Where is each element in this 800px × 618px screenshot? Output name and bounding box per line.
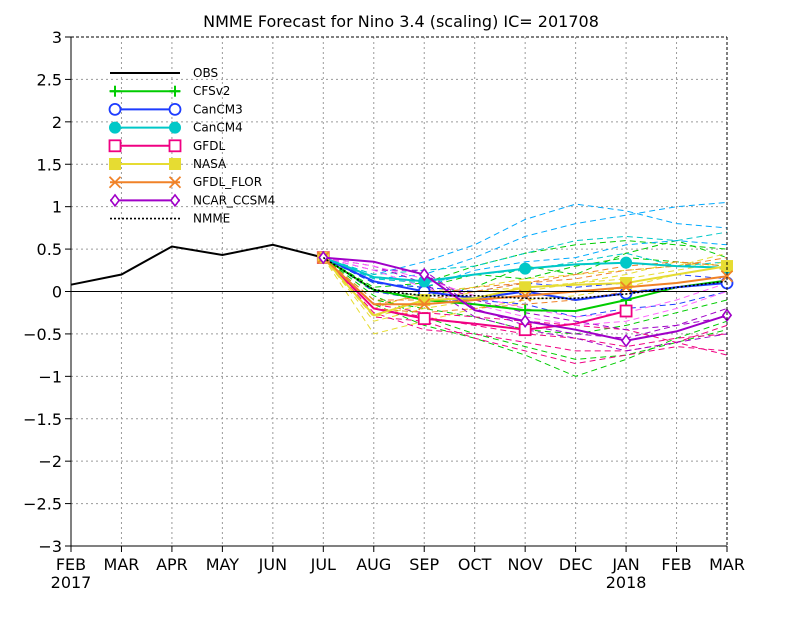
series-marker-gfdl-flor xyxy=(519,289,532,302)
legend-label-ncar-ccsm4: NCAR_CCSM4 xyxy=(193,193,275,207)
series-marker-cancm4 xyxy=(620,256,633,269)
legend-marker-gfdl xyxy=(108,139,122,153)
x-tick-label: MAY xyxy=(206,555,240,574)
legend-marker-gfdl xyxy=(168,139,182,153)
x-tick-label: SEP xyxy=(409,555,439,574)
x-tick-label: OCT xyxy=(458,555,492,574)
legend-marker-cfsv2 xyxy=(169,85,181,97)
legend-marker-cfsv2 xyxy=(109,85,121,97)
y-tick-label: 0 xyxy=(52,283,62,302)
x-year-label: 2018 xyxy=(606,573,647,592)
series-marker-gfdl-flor xyxy=(418,298,431,311)
legend-label-nmme: NMME xyxy=(193,212,230,226)
series-marker-gfdl xyxy=(417,312,431,326)
legend-label-gfdl: GFDL xyxy=(193,139,225,153)
y-tick-label: 0.5 xyxy=(37,240,62,259)
y-tick-label: −3 xyxy=(38,537,62,556)
y-tick-label: −2.5 xyxy=(23,495,62,514)
ensemble-member-line xyxy=(323,257,728,352)
legend-marker-cancm3 xyxy=(108,103,122,116)
series-lines xyxy=(70,243,734,348)
legend-label-cancm4: CanCM4 xyxy=(193,121,243,135)
legend-marker-cancm3 xyxy=(168,103,182,116)
series-marker-gfdl-flor xyxy=(720,270,734,283)
legend-label-gfdl-flor: GFDL_FLOR xyxy=(193,175,262,189)
x-tick-label: AUG xyxy=(356,555,391,574)
x-tick-label: MAR xyxy=(104,555,140,574)
ensemble-member-line xyxy=(322,257,728,301)
series-marker-ncar-ccsm4 xyxy=(620,333,632,348)
grid xyxy=(71,37,727,546)
series-marker-cfsv2 xyxy=(519,304,531,316)
series-marker-gfdl xyxy=(619,304,633,318)
series-marker-ncar-ccsm4 xyxy=(318,250,329,265)
legend-label-obs: OBS xyxy=(193,66,218,80)
y-tick-label: 1 xyxy=(52,198,62,217)
y-tick-label: 2.5 xyxy=(37,70,62,89)
legend-marker-cancm4 xyxy=(169,121,181,134)
series-marker-gfdl-flor-b xyxy=(720,270,734,283)
x-tick-label: MAR xyxy=(709,555,745,574)
series-line-gfdl xyxy=(322,256,627,331)
y-tick-label: 1.5 xyxy=(37,155,62,174)
legend-marker-gfdl-flor xyxy=(168,176,182,189)
ensemble-member-line xyxy=(322,257,728,365)
ensemble-member-line xyxy=(323,257,728,318)
series-marker-nasa xyxy=(519,281,532,294)
ensemble-member-line xyxy=(323,240,728,288)
x-tick-label: DEC xyxy=(559,555,593,574)
series-marker-cancm4 xyxy=(519,262,532,275)
series-line-obs xyxy=(70,243,324,286)
y-tick-label: −0.5 xyxy=(23,325,62,344)
y-tick-label: 3 xyxy=(52,28,62,47)
x-tick-label: FEB xyxy=(56,555,86,574)
legend-marker-gfdl-flor xyxy=(108,176,122,189)
legend-marker-gfdl-flor-b xyxy=(108,176,122,189)
series-marker-gfdl-flor-b xyxy=(418,298,431,311)
x-tick-label: JUN xyxy=(258,555,287,574)
y-tick-label: 2 xyxy=(52,113,62,132)
series-marker-ncar-ccsm4 xyxy=(419,267,430,282)
legend-marker-nasa xyxy=(169,158,181,170)
series-marker-gfdl-flor-b xyxy=(519,289,532,302)
y-tick-label: −2 xyxy=(38,452,62,471)
x-year-label: 2017 xyxy=(51,573,92,592)
series-marker-gfdl-flor-b xyxy=(619,281,633,294)
x-tick-label: FEB xyxy=(661,555,691,574)
ensemble-member-line xyxy=(323,257,728,339)
legend-label-nasa: NASA xyxy=(193,157,227,171)
y-tick-label: −1.5 xyxy=(23,410,62,429)
legend-label-cancm3: CanCM3 xyxy=(193,102,243,116)
series-marker-nasa xyxy=(721,260,733,273)
ensemble-member-line xyxy=(322,257,728,335)
ensemble-member-line xyxy=(322,257,728,314)
ensemble-member-line xyxy=(323,203,728,276)
legend-marker-gfdl-flor-b xyxy=(168,176,182,189)
legend-marker-ncar-ccsm4 xyxy=(169,193,181,208)
y-tick-label: −1 xyxy=(38,367,62,386)
x-tick-label: JAN xyxy=(611,555,639,574)
x-tick-label: JUL xyxy=(310,555,336,574)
legend-marker-ncar-ccsm4 xyxy=(109,193,121,208)
legend: OBS CFSv2 CanCM3 CanCM4 GFDL NASA GFDL_FLOR NCA… xyxy=(108,66,275,226)
ensemble-member-line xyxy=(323,201,728,280)
series-marker-ncar-ccsm4 xyxy=(721,308,733,323)
series-marker-ncar-ccsm4 xyxy=(520,314,531,329)
x-tick-label: NOV xyxy=(508,555,543,574)
chart-title: NMME Forecast for Nino 3.4 (scaling) IC=… xyxy=(203,12,599,31)
series-marker-gfdl-flor xyxy=(619,281,633,294)
ensemble-member-line xyxy=(323,252,728,284)
legend-marker-cancm4 xyxy=(109,121,121,134)
x-tick-label: APR xyxy=(156,555,188,574)
legend-label-cfsv2: CFSv2 xyxy=(193,84,230,98)
legend-marker-nasa xyxy=(109,158,121,170)
ensemble-member-line xyxy=(323,231,728,276)
